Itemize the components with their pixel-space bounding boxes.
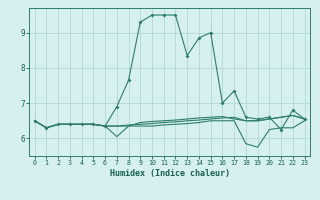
X-axis label: Humidex (Indice chaleur): Humidex (Indice chaleur) — [109, 169, 229, 178]
